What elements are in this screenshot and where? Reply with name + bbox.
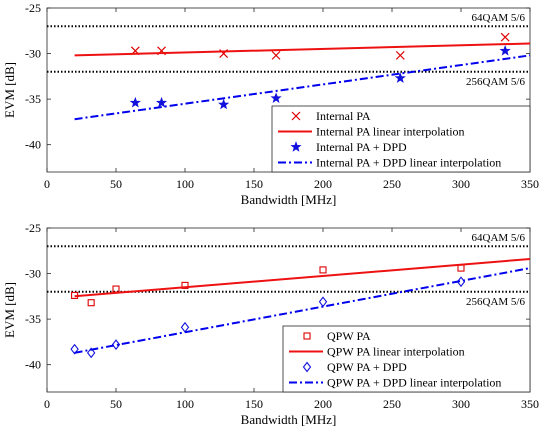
y-tick-label: -35	[25, 92, 41, 106]
legend-label: Internal PA linear interpolation	[316, 125, 465, 139]
data-point	[394, 72, 406, 83]
series-1	[71, 264, 465, 307]
series-4	[74, 54, 531, 121]
data-point	[181, 281, 189, 289]
series-line	[74, 267, 531, 354]
x-tick-label: 200	[314, 177, 332, 191]
y-tick-label: -30	[25, 267, 41, 281]
legend-label: Internal PA + DPD	[316, 140, 407, 154]
series-line	[74, 258, 531, 298]
data-point	[499, 44, 511, 56]
x-tick-label: 350	[521, 397, 539, 411]
x-tick-label: 350	[521, 177, 539, 191]
reference-line-label: 256QAM 5/6	[466, 76, 525, 88]
legend-label: QPW PA + DPD	[327, 360, 407, 374]
y-axis-label: EVM [dB]	[2, 62, 17, 118]
x-tick-label: 150	[245, 397, 263, 411]
legend-swatch	[291, 111, 301, 121]
data-point	[500, 32, 510, 42]
x-tick-label: 300	[452, 397, 470, 411]
data-point	[271, 50, 281, 60]
y-tick-label: -35	[25, 312, 41, 326]
data-point	[86, 347, 96, 359]
data-point-stroke-b	[500, 32, 510, 42]
legend-label: QPW PA	[327, 329, 371, 343]
legend-swatch	[302, 361, 312, 373]
x-tick-label: 50	[110, 397, 122, 411]
chart-2: 0 50 100 150 200 250 300 350 -25 -30 -35 -40 Bandwid…	[2, 221, 539, 427]
data-point	[395, 50, 405, 60]
series-line	[74, 42, 531, 57]
legend-swatch	[290, 141, 302, 152]
legend-label: QPW PA + DPD linear interpolation	[327, 376, 501, 390]
data-point	[129, 96, 141, 108]
series-3	[129, 44, 511, 110]
legend-swatch	[303, 332, 311, 340]
x-axis-label: Bandwidth [MHz]	[241, 192, 337, 207]
y-tick-label: -30	[25, 47, 41, 61]
data-point	[70, 343, 79, 355]
legend-label: Internal PA	[316, 109, 371, 123]
x-tick-label: 100	[176, 177, 194, 191]
data-point	[218, 98, 230, 110]
x-tick-label: 250	[383, 177, 401, 191]
data-point-stroke-b	[395, 50, 405, 60]
data-point	[111, 339, 121, 351]
y-tick-label: -40	[25, 358, 41, 372]
legend-box	[271, 105, 531, 173]
x-tick-label: 300	[452, 177, 470, 191]
legend-label: QPW PA linear interpolation	[327, 345, 465, 359]
legend-box	[282, 325, 531, 393]
data-point	[319, 266, 327, 274]
x-tick-label: 150	[245, 177, 263, 191]
data-point	[270, 92, 282, 103]
chart-1: 0 50 100 150 200 250 300 350 -25 -30 -35 -40 Bandwid…	[2, 1, 539, 207]
series-2	[74, 258, 531, 298]
y-tick-label: -25	[25, 1, 41, 15]
x-tick-label: 0	[44, 397, 50, 411]
legend: Internal PA Internal PA linear interpolat…	[271, 105, 531, 173]
legend-label: Internal PA + DPD linear interpolation	[316, 156, 501, 170]
data-point	[155, 96, 168, 108]
x-axis-label: Bandwidth [MHz]	[241, 412, 337, 427]
reference-line-label: 64QAM 5/6	[472, 12, 526, 24]
x-tick-label: 50	[110, 177, 122, 191]
data-point-stroke-b	[271, 50, 281, 60]
x-tick-label: 100	[176, 397, 194, 411]
x-tick-label: 200	[314, 397, 332, 411]
data-point	[87, 299, 95, 307]
reference-line-label: 64QAM 5/6	[472, 232, 526, 244]
y-tick-label: -40	[25, 138, 41, 152]
series-line	[74, 54, 531, 121]
series-2	[74, 42, 531, 57]
y-tick-label: -25	[25, 221, 41, 235]
reference-line-label: 256QAM 5/6	[466, 296, 525, 308]
y-axis-label: EVM [dB]	[2, 282, 17, 338]
series-4	[74, 267, 531, 354]
legend-swatch-stroke-b	[291, 111, 301, 121]
x-tick-label: 0	[44, 177, 50, 191]
x-tick-label: 250	[383, 397, 401, 411]
